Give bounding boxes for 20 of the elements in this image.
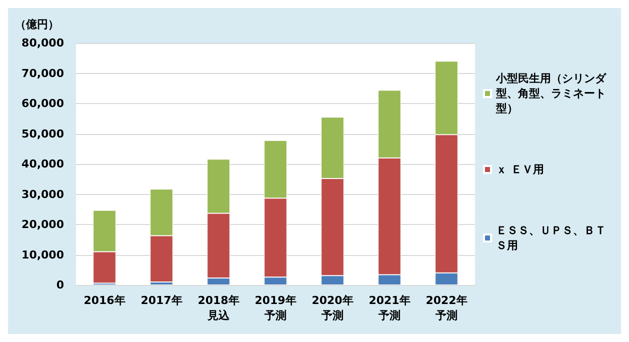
y-tick-label: 10,000 <box>22 248 64 262</box>
x-tick-label: 2016年 <box>84 294 126 307</box>
y-tick-label: 20,000 <box>22 218 64 231</box>
x-tick-label: 2021年予測 <box>368 294 410 322</box>
legend-label: ＥＳＳ、ＵＰＳ、ＢＴＳ用 <box>496 224 606 252</box>
x-tick-label: 2020年予測 <box>312 294 354 322</box>
legend-label: ｘ ＥＶ用 <box>496 163 544 176</box>
x-tick-label: 2017年 <box>140 294 182 307</box>
y-tick-label: 40,000 <box>22 158 64 170</box>
y-tick-label: 30,000 <box>22 188 64 201</box>
x-tick-label: 2022年予測 <box>426 294 468 322</box>
x-tick-label: 2019年予測 <box>254 294 296 322</box>
y-tick-label: 60,000 <box>22 97 64 110</box>
y-tick-label: 70,000 <box>22 66 64 80</box>
x-tick-label: 2018年見込 <box>198 294 240 322</box>
y-tick-label: 50,000 <box>22 127 64 140</box>
legend-label: 小型民生用（シリンダ型、角型、ラミネート型） <box>495 72 607 115</box>
y-tick-label: 0 <box>56 278 64 292</box>
y-tick-label: 80,000 <box>22 36 64 50</box>
y-axis-title: （億円） <box>15 18 59 31</box>
